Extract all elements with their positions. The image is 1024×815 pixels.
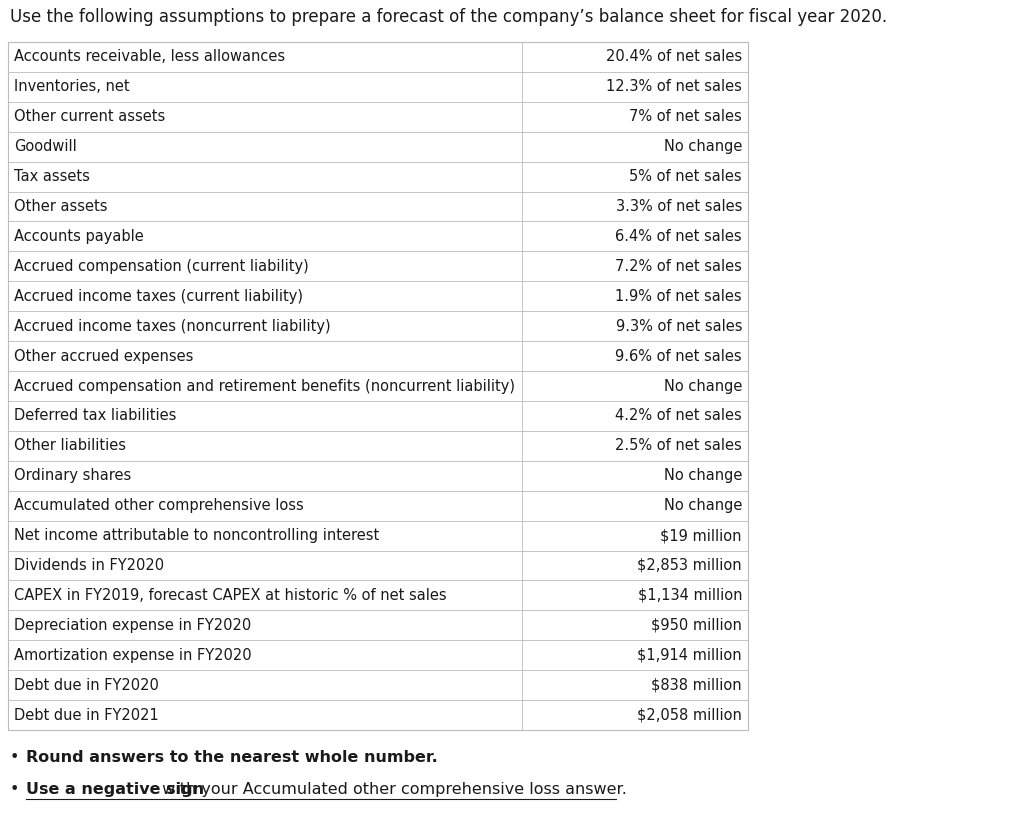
Text: $1,914 million: $1,914 million <box>637 648 742 663</box>
Text: 9.3% of net sales: 9.3% of net sales <box>615 319 742 333</box>
Text: 7.2% of net sales: 7.2% of net sales <box>615 259 742 274</box>
Text: Accrued compensation (current liability): Accrued compensation (current liability) <box>14 259 309 274</box>
Text: Accrued compensation and retirement benefits (noncurrent liability): Accrued compensation and retirement bene… <box>14 378 515 394</box>
Text: 5% of net sales: 5% of net sales <box>630 169 742 184</box>
Text: $2,853 million: $2,853 million <box>637 558 742 573</box>
Text: Other assets: Other assets <box>14 199 108 214</box>
Text: $950 million: $950 million <box>651 618 742 632</box>
Text: Deferred tax liabilities: Deferred tax liabilities <box>14 408 176 424</box>
Text: No change: No change <box>664 469 742 483</box>
Text: $2,058 million: $2,058 million <box>637 707 742 723</box>
Text: Use a negative sign: Use a negative sign <box>26 782 204 797</box>
Text: Accrued income taxes (current liability): Accrued income taxes (current liability) <box>14 289 303 304</box>
Text: Accounts payable: Accounts payable <box>14 229 143 244</box>
Text: 6.4% of net sales: 6.4% of net sales <box>615 229 742 244</box>
Text: Depreciation expense in FY2020: Depreciation expense in FY2020 <box>14 618 251 632</box>
Text: 20.4% of net sales: 20.4% of net sales <box>606 50 742 64</box>
Text: No change: No change <box>664 498 742 513</box>
Text: 3.3% of net sales: 3.3% of net sales <box>615 199 742 214</box>
Text: 7% of net sales: 7% of net sales <box>630 109 742 124</box>
Text: Other accrued expenses: Other accrued expenses <box>14 349 194 363</box>
Text: $838 million: $838 million <box>651 677 742 693</box>
Text: 9.6% of net sales: 9.6% of net sales <box>615 349 742 363</box>
Text: 4.2% of net sales: 4.2% of net sales <box>615 408 742 424</box>
Text: Inventories, net: Inventories, net <box>14 79 130 95</box>
Text: Net income attributable to noncontrolling interest: Net income attributable to noncontrollin… <box>14 528 379 543</box>
Text: Accrued income taxes (noncurrent liability): Accrued income taxes (noncurrent liabili… <box>14 319 331 333</box>
Text: Goodwill: Goodwill <box>14 139 77 154</box>
Text: 2.5% of net sales: 2.5% of net sales <box>615 438 742 453</box>
Text: Use the following assumptions to prepare a forecast of the company’s balance she: Use the following assumptions to prepare… <box>10 8 887 26</box>
Text: Ordinary shares: Ordinary shares <box>14 469 131 483</box>
Text: with your Accumulated other comprehensive loss answer.: with your Accumulated other comprehensiv… <box>157 782 627 797</box>
Text: No change: No change <box>664 139 742 154</box>
Text: Amortization expense in FY2020: Amortization expense in FY2020 <box>14 648 252 663</box>
Text: 1.9% of net sales: 1.9% of net sales <box>615 289 742 304</box>
Text: $1,134 million: $1,134 million <box>638 588 742 603</box>
Text: Accumulated other comprehensive loss: Accumulated other comprehensive loss <box>14 498 304 513</box>
Text: Tax assets: Tax assets <box>14 169 90 184</box>
Text: •: • <box>10 782 19 797</box>
Text: 12.3% of net sales: 12.3% of net sales <box>606 79 742 95</box>
Text: Dividends in FY2020: Dividends in FY2020 <box>14 558 164 573</box>
Text: Debt due in FY2020: Debt due in FY2020 <box>14 677 159 693</box>
Text: Round answers to the nearest whole number.: Round answers to the nearest whole numbe… <box>26 750 437 765</box>
Text: $19 million: $19 million <box>660 528 742 543</box>
Text: CAPEX in FY2019, forecast CAPEX at historic % of net sales: CAPEX in FY2019, forecast CAPEX at histo… <box>14 588 446 603</box>
Text: •: • <box>10 750 19 765</box>
Text: Debt due in FY2021: Debt due in FY2021 <box>14 707 159 723</box>
Bar <box>8 42 748 730</box>
Text: Other current assets: Other current assets <box>14 109 165 124</box>
Text: Other liabilities: Other liabilities <box>14 438 126 453</box>
Text: Accounts receivable, less allowances: Accounts receivable, less allowances <box>14 50 285 64</box>
Text: No change: No change <box>664 378 742 394</box>
